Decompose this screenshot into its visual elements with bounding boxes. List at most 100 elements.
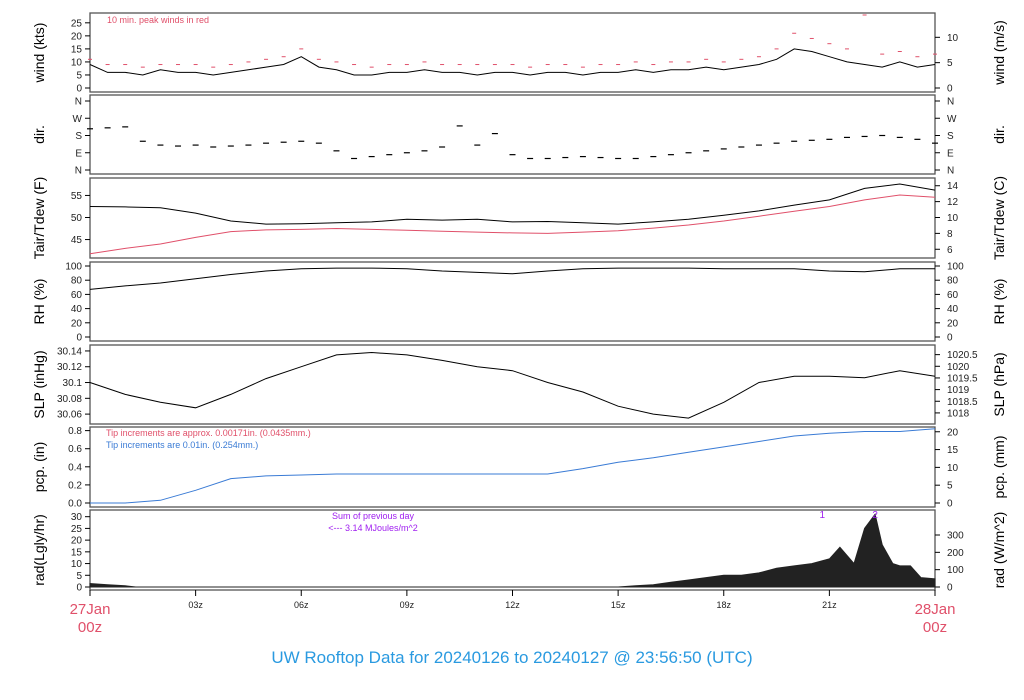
x-date-label: 28Jan — [915, 601, 956, 618]
y-tick-label-right: 0 — [947, 333, 953, 344]
y-tick-label-right: 20 — [947, 427, 959, 438]
y-tick-label-right: 5 — [947, 58, 953, 69]
x-tick-label: 12z — [505, 600, 520, 610]
y-tick-label: 10 — [71, 559, 83, 570]
x-tick-label: 03z — [188, 600, 203, 610]
x-tick-label: 15z — [611, 600, 626, 610]
y-axis-label-right: SLP (hPa) — [991, 352, 1007, 416]
rad-marker: 1 — [820, 510, 826, 521]
panel-pcp: 0.0 0.2 0.4 0.6 0.8 0 5 10 15 20 pcp. (in) pcp. (mm… — [31, 426, 1007, 509]
panel-frame — [89, 261, 936, 342]
pcp-annotation-1: Tip increments are approx. 0.00171in. (0… — [106, 428, 311, 438]
y-tick-label: 25 — [71, 18, 83, 29]
x-date-label: 27Jan — [70, 601, 111, 618]
precip-line — [90, 428, 936, 504]
y-tick-label: N — [75, 97, 82, 108]
y-axis-label-right: RH (%) — [991, 279, 1007, 325]
y-tick-label: 10 — [71, 57, 83, 68]
panel-slp: 30.0630.0830.130.1230.1410181018.5101910… — [31, 344, 1007, 425]
pcp-annotation-2: Tip increments are 0.01in. (0.254mm.) — [106, 440, 258, 450]
y-tick-label: 5 — [76, 70, 82, 81]
panel-frame — [89, 94, 936, 175]
y-tick-label-right: 0 — [947, 583, 953, 594]
rh-line — [89, 267, 935, 290]
y-tick-label: 0 — [76, 583, 82, 594]
rad-annotation-1: Sum of previous day — [332, 511, 415, 521]
y-axis-label: Tair/Tdew (F) — [31, 177, 47, 259]
tdew-line — [89, 194, 936, 255]
y-axis-label-right: rad (W/m^2) — [991, 512, 1007, 589]
panel-frame — [89, 426, 936, 508]
y-tick-label-right: 1020.5 — [947, 350, 978, 361]
y-tick-label: 40 — [71, 304, 83, 315]
y-axis-label-right: Tair/Tdew (C) — [991, 176, 1007, 260]
y-tick-label: 30.14 — [57, 346, 82, 357]
panel-temp: 45 50 55 6 8 10 12 14 Tair/Tdew (F) Tair/Tdew (C) — [31, 176, 1007, 260]
wind-annotation: 10 min. peak winds in red — [107, 15, 209, 25]
y-tick-label-right: 20 — [947, 318, 959, 329]
y-tick-label-right: 5 — [947, 481, 953, 492]
y-tick-label-right: 15 — [947, 445, 959, 456]
y-tick-label-right: 6 — [947, 245, 953, 256]
y-tick-label-right: 60 — [947, 290, 959, 301]
y-tick-label: 0.2 — [68, 480, 82, 491]
rad-annotation-2: <--- 3.14 MJoules/m^2 — [328, 523, 418, 533]
y-tick-label: 0.8 — [68, 426, 82, 437]
y-tick-label-right: E — [947, 148, 954, 159]
y-tick-label-right: 200 — [947, 548, 964, 559]
y-tick-label: 55 — [71, 191, 83, 202]
x-tick-label: 18z — [716, 600, 731, 610]
y-tick-label: W — [73, 114, 83, 125]
y-tick-label: 20 — [71, 536, 83, 547]
y-tick-label-right: 0 — [947, 84, 953, 95]
y-tick-label: N — [75, 166, 82, 177]
y-axis-label-right: wind (m/s) — [991, 20, 1007, 86]
page-title: UW Rooftop Data for 20240126 to 20240127… — [271, 648, 753, 667]
y-tick-label: 30.12 — [57, 362, 82, 373]
y-tick-label: 0 — [76, 84, 82, 95]
y-tick-label: 0 — [76, 333, 82, 344]
y-axis-label: rad(Lgly/hr) — [31, 514, 47, 586]
y-tick-label-right: 40 — [947, 304, 959, 315]
y-tick-label-right: 300 — [947, 531, 964, 542]
y-axis-label: SLP (inHg) — [31, 350, 47, 418]
y-tick-label: 30.1 — [63, 378, 83, 389]
y-tick-label-right: 10 — [947, 33, 959, 44]
y-tick-label: 5 — [76, 571, 82, 582]
y-tick-label-right: W — [947, 114, 957, 125]
y-tick-label: 30.08 — [57, 394, 82, 405]
y-tick-label: 20 — [71, 318, 83, 329]
y-tick-label: 15 — [71, 547, 83, 558]
y-tick-label: 50 — [71, 213, 83, 224]
x-tick-label: 06z — [294, 600, 309, 610]
y-tick-label-right: 10 — [947, 463, 959, 474]
y-axis-label: wind (kts) — [31, 23, 47, 84]
y-tick-label-right: 0 — [947, 499, 953, 510]
y-tick-label: 100 — [65, 262, 82, 273]
rad-marker: 2 — [872, 510, 878, 521]
y-tick-label: 25 — [71, 524, 83, 535]
y-tick-label-right: 80 — [947, 276, 959, 287]
y-tick-label-right: N — [947, 97, 954, 108]
y-tick-label-right: 100 — [947, 565, 964, 576]
x-tick-label: 09z — [400, 600, 415, 610]
radiation-area — [89, 513, 936, 588]
x-hour-label: 00z — [78, 619, 102, 636]
y-tick-label: 30.06 — [57, 410, 82, 421]
y-tick-label-right: 14 — [947, 181, 959, 192]
y-tick-label: 80 — [71, 276, 83, 287]
y-tick-label: 0.4 — [68, 462, 82, 473]
y-tick-label-right: 1019 — [947, 385, 970, 396]
y-tick-label-right: 1019.5 — [947, 373, 978, 384]
y-tick-label-right: S — [947, 131, 954, 142]
y-axis-label-right: dir. — [991, 125, 1007, 144]
y-tick-label: 20 — [71, 31, 83, 42]
y-axis-label: RH (%) — [31, 279, 47, 325]
y-tick-label-right: 12 — [947, 197, 959, 208]
y-tick-label-right: 10 — [947, 213, 959, 224]
y-tick-label: 15 — [71, 44, 83, 55]
y-tick-label-right: 1020 — [947, 362, 970, 373]
